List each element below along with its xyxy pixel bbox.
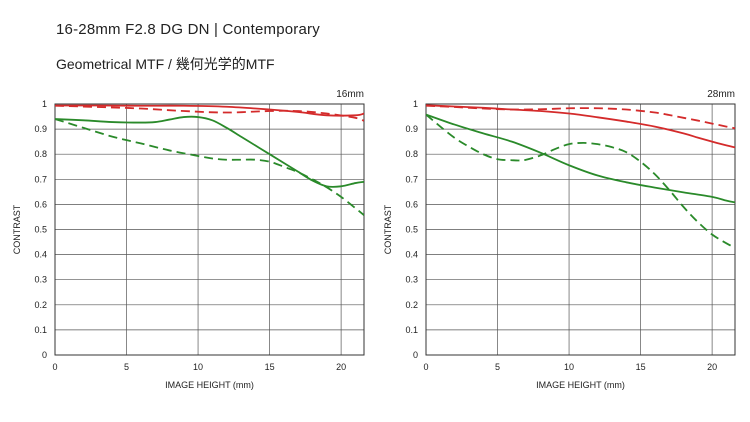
x-tick-label: 5 [124, 362, 129, 372]
y-tick-label: 0.2 [34, 300, 47, 310]
x-tick-label: 10 [564, 362, 574, 372]
y-tick-label: 1 [413, 99, 418, 109]
x-axis-label: IMAGE HEIGHT (mm) [536, 380, 625, 390]
x-tick-label: 10 [193, 362, 203, 372]
y-tick-label: 0.1 [405, 325, 418, 335]
mtf-chart-16mm: 00.10.20.30.40.50.60.70.80.910 5 10 15 20IMA… [12, 89, 365, 390]
plot-frame [425, 103, 736, 356]
x-tick-label: 0 [52, 362, 57, 372]
page-title: 16-28mm F2.8 DG DN | Contemporary [56, 21, 320, 38]
y-tick-label: 0.3 [34, 275, 47, 285]
y-axis-label: CONTRAST [383, 204, 393, 254]
y-tick-label: 0.1 [34, 325, 47, 335]
series-green-solid-line [426, 113, 735, 204]
y-tick-label: 0.5 [34, 225, 47, 235]
y-tick-label: 0.8 [405, 149, 418, 159]
y-tick-label: 0.6 [405, 199, 418, 209]
x-tick-label: 20 [336, 362, 346, 372]
y-tick-label: 0 [413, 350, 418, 360]
series-green-dashed-line [426, 113, 735, 249]
y-tick-label: 0.7 [405, 174, 418, 184]
x-tick-label: 20 [707, 362, 717, 372]
y-tick-label: 0.9 [405, 124, 418, 134]
page-subtitle: Geometrical MTF / 幾何光学的MTF [56, 56, 275, 72]
series-red-solid-line [426, 104, 735, 149]
x-tick-label: 5 [495, 362, 500, 372]
series-green-dashed-line [55, 118, 364, 216]
x-tick-label: 0 [423, 362, 428, 372]
y-axis-label: CONTRAST [12, 204, 22, 254]
series-red-dashed-line [426, 104, 735, 130]
plot-frame [54, 103, 365, 356]
series-red-dashed-line [55, 104, 364, 122]
mtf-chart-28mm: 00.10.20.30.40.50.60.70.80.910 5 10 15 20IMA… [383, 89, 736, 390]
y-tick-label: 1 [42, 99, 47, 109]
x-tick-label: 15 [636, 362, 646, 372]
y-tick-label: 0.6 [34, 199, 47, 209]
x-tick-label: 15 [265, 362, 275, 372]
y-tick-label: 0.8 [34, 149, 47, 159]
focal-length-label: 16mm [336, 89, 364, 100]
y-tick-label: 0.9 [34, 124, 47, 134]
y-tick-label: 0.3 [405, 275, 418, 285]
y-tick-label: 0 [42, 350, 47, 360]
y-tick-label: 0.2 [405, 300, 418, 310]
y-tick-label: 0.4 [405, 250, 418, 260]
focal-length-label: 28mm [707, 89, 735, 100]
y-tick-label: 0.5 [405, 225, 418, 235]
x-axis-label: IMAGE HEIGHT (mm) [165, 380, 254, 390]
y-tick-label: 0.4 [34, 250, 47, 260]
y-tick-label: 0.7 [34, 174, 47, 184]
series-green-solid-line [55, 115, 364, 188]
